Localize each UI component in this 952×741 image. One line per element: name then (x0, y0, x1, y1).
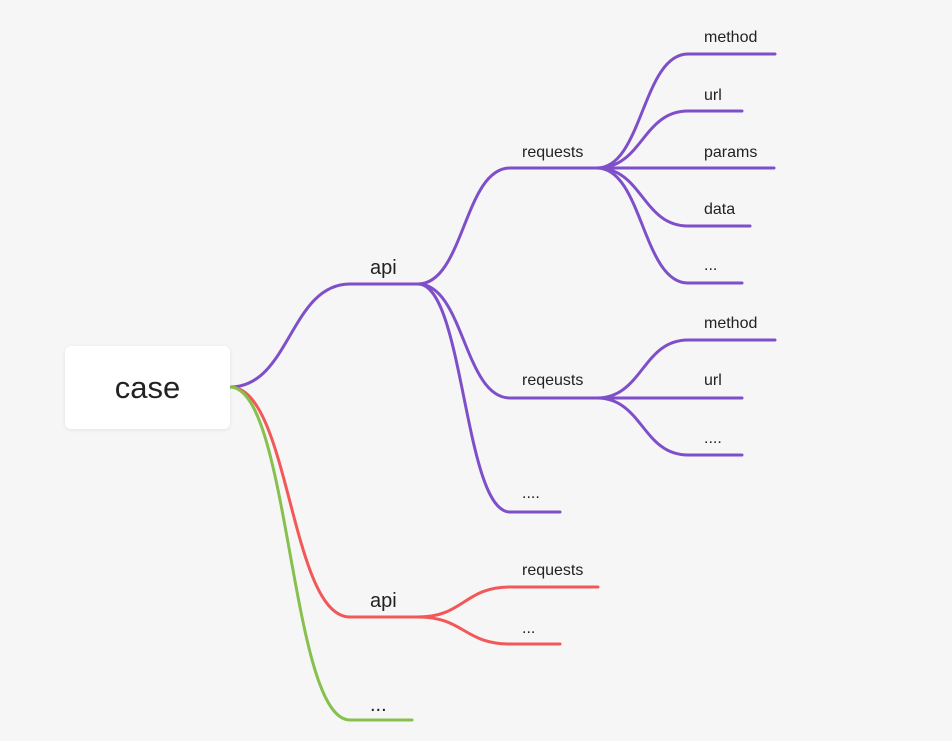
leaf-params-label[interactable]: params (704, 144, 758, 161)
leaf-url-1-label[interactable]: url (704, 87, 722, 104)
connector-api-reqeusts (416, 282, 599, 400)
root-node-label: case (114, 369, 181, 405)
connector-requests-method (595, 52, 777, 170)
connector-root-api-1 (228, 282, 420, 389)
connector-root-ellipsis (228, 385, 414, 722)
connector-requests-url (595, 109, 744, 170)
connector-api2-requests (416, 585, 600, 619)
leaf-ellipsis-2-label[interactable]: .... (704, 430, 722, 447)
node-requests-2-label[interactable]: requests (522, 562, 584, 579)
node-reqeusts-label[interactable]: reqeusts (522, 372, 584, 389)
connector-api-ellipsis (416, 282, 562, 514)
root-node-case[interactable]: case (65, 346, 230, 429)
connector-api2-ellipsis (416, 615, 562, 646)
connector-reqeusts-method (595, 338, 777, 400)
node-ellipsis-2-label[interactable]: ... (522, 620, 536, 637)
branch-ellipsis-label[interactable]: ... (370, 694, 387, 716)
leaf-method-1-label[interactable]: method (704, 29, 758, 46)
leaf-ellipsis-1-label[interactable]: ... (704, 257, 718, 274)
connector-requests-data (595, 166, 752, 228)
branch-api-1-label[interactable]: api (370, 257, 397, 279)
leaf-url-2-label[interactable]: url (704, 372, 722, 389)
connector-root-api-2 (228, 385, 420, 619)
connector-api-requests (416, 166, 599, 286)
node-requests-1-label[interactable]: requests (522, 144, 584, 161)
connector-requests-ellipsis (595, 166, 744, 285)
branch-api-2-label[interactable]: api (370, 590, 397, 612)
connector-reqeusts-ellipsis (595, 396, 744, 457)
leaf-method-2-label[interactable]: method (704, 315, 758, 332)
node-ellipsis-1-label[interactable]: .... (522, 485, 540, 502)
leaf-data-label[interactable]: data (704, 201, 736, 218)
